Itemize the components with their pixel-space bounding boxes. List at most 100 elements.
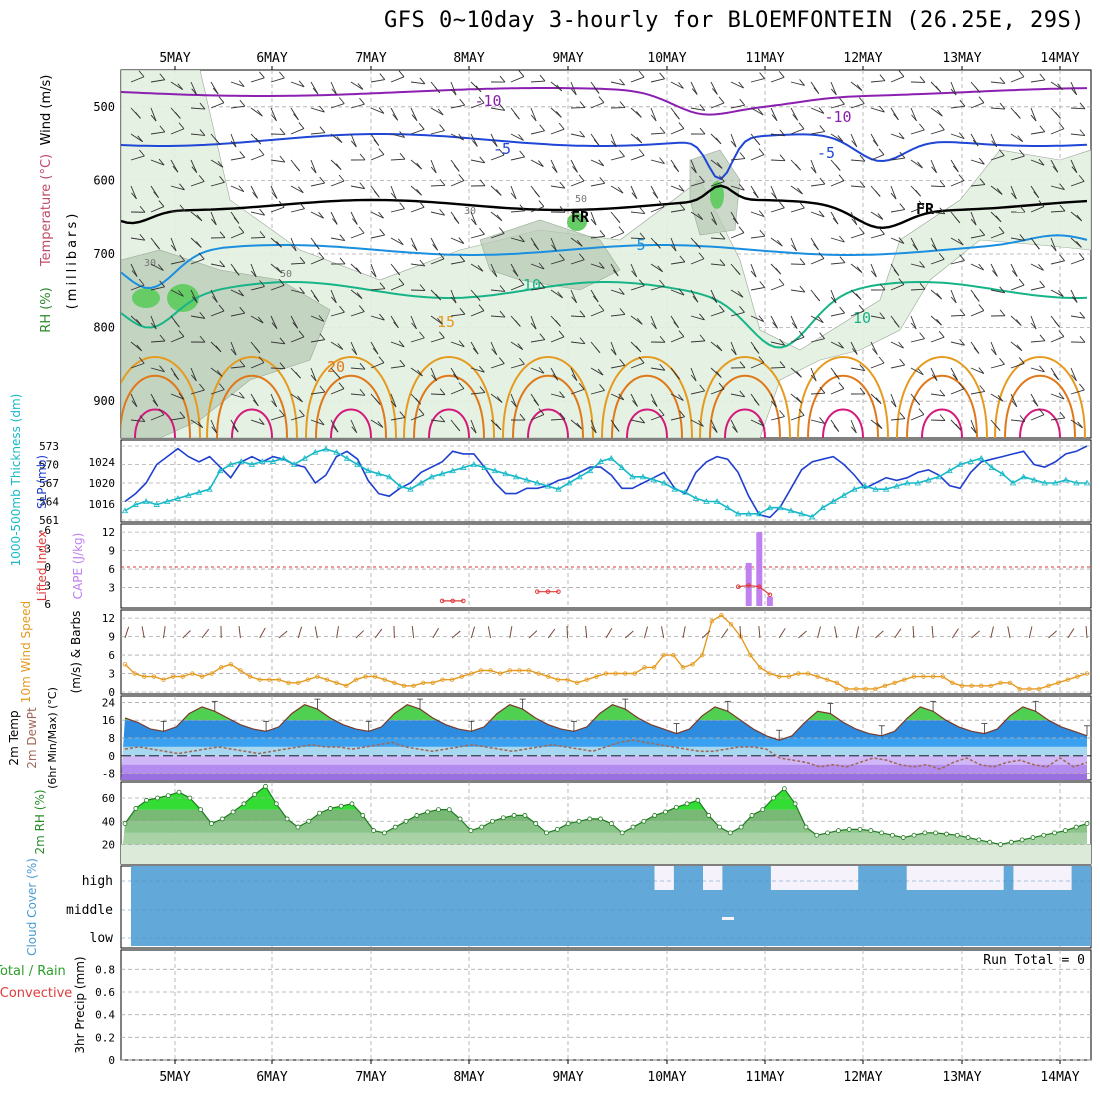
wind-barb (470, 133, 478, 147)
wind-barb-flag (935, 85, 942, 93)
wind-barb-flag (779, 201, 785, 209)
wind-ylabel-speed: 10m Wind Speed (19, 601, 33, 703)
wind-barb (610, 313, 625, 317)
wind-barb-flag (810, 166, 817, 174)
wind-barb (950, 314, 966, 317)
wind-barb-flag (199, 312, 206, 319)
wind-barb (310, 419, 325, 426)
wind-barb-flag (718, 305, 725, 312)
wind-barb (150, 315, 157, 330)
wind-barb (310, 182, 325, 187)
wind-barb-flag (571, 374, 578, 381)
wind-speed-marker (680, 665, 686, 670)
wind-barb-flag (718, 175, 725, 182)
wind-barb-flag (373, 139, 380, 146)
wind-barb-flag (859, 180, 866, 188)
wind-barb (370, 107, 385, 114)
wind-barb (730, 393, 745, 398)
wind-barb-flag (551, 166, 558, 173)
wind-barb (910, 338, 925, 343)
wind-barb (570, 237, 583, 247)
wind-barb-flag (838, 341, 844, 349)
wind-barb (430, 184, 446, 187)
wind-barb-flag (871, 270, 877, 278)
wind-barb-flag (355, 267, 362, 274)
wind-barb (810, 131, 825, 135)
lifted-index-line (738, 584, 771, 596)
wind-barb-flag (230, 348, 237, 356)
wind-barb-flag (819, 177, 826, 185)
wind-barb (190, 258, 205, 265)
wind-barb-flag (936, 318, 942, 326)
wind-barb-flag (478, 96, 485, 104)
wind-barb (130, 155, 145, 161)
wind-barb (1030, 206, 1045, 213)
wind-barb (770, 366, 786, 369)
wind-barb (250, 107, 263, 117)
wind-barb-flag (239, 151, 246, 158)
wind-barb (830, 81, 837, 96)
wind-barb (930, 258, 945, 265)
contour-label: FR (916, 200, 935, 218)
wind-barb-flag (1011, 400, 1018, 408)
wind-barb-flag (257, 109, 263, 117)
wind-barb-flag (777, 239, 783, 247)
wind-barb (750, 263, 757, 278)
wind-barb (810, 183, 825, 187)
wind-barb-flag (1011, 192, 1017, 200)
wind-barb-flag (510, 192, 517, 200)
isotherm-warm-dome (896, 356, 988, 438)
wind-barb (330, 103, 345, 109)
wind-barb-flag (753, 399, 760, 406)
wind-barb (790, 289, 805, 293)
wind-barb (670, 261, 685, 265)
wind-barb (570, 133, 585, 138)
cape-tick-label: 12 (102, 526, 115, 539)
wind-speed-marker (353, 677, 359, 682)
wind-barb-flag (332, 425, 339, 433)
wind-barb (890, 237, 905, 244)
wind-barb-flag (1076, 214, 1083, 222)
pressure-tick-label: 600 (93, 173, 115, 187)
slp-line (124, 445, 1088, 519)
wind-barb-flag (336, 136, 343, 143)
rh-marker (122, 821, 128, 826)
wind-barb (530, 107, 537, 122)
x-tick-label-bottom: 5MAY (159, 1070, 190, 1085)
wind-barb-flag (351, 426, 358, 434)
wind-barb-flag (479, 365, 485, 373)
wind-barb-flag (758, 419, 765, 427)
wind-barb (430, 211, 445, 216)
wind-barb-flag (359, 153, 366, 161)
wind-barb (550, 159, 558, 173)
wind-barb (970, 184, 985, 187)
rh-marker (544, 830, 549, 836)
wind-barb-flag (1059, 183, 1065, 190)
wind-barb-10m (487, 626, 492, 639)
wind-barb (670, 128, 685, 135)
thickness-marker (618, 464, 626, 470)
wind-barb-10m (124, 626, 130, 639)
wind-barb (510, 237, 525, 243)
wind-barb (770, 416, 785, 421)
wind-barb-flag (579, 101, 586, 108)
thickness-marker (290, 461, 298, 467)
contour-label: 30 (144, 258, 156, 269)
isotherm-warm-dome (601, 356, 693, 438)
wind-barb-flag (619, 308, 626, 315)
wind-speed-marker (805, 671, 811, 676)
wind-barb (270, 315, 278, 329)
wind-barb (590, 182, 605, 187)
rh-marker (933, 830, 939, 836)
wind-barb-flag (292, 321, 299, 329)
wind-barb (670, 336, 685, 343)
wind-speed-marker (603, 671, 609, 676)
wind-barb-flag (359, 97, 365, 105)
wind-barb-flag (172, 165, 179, 173)
wind-barb-10m (778, 628, 786, 639)
wind-barb (730, 232, 745, 239)
wind-barb (490, 289, 505, 292)
precip-label-total: Total / Rain (0, 964, 66, 979)
wind-ylabel-units: (m/s) & Barbs (69, 611, 83, 694)
lifted-index-marker (460, 598, 466, 604)
